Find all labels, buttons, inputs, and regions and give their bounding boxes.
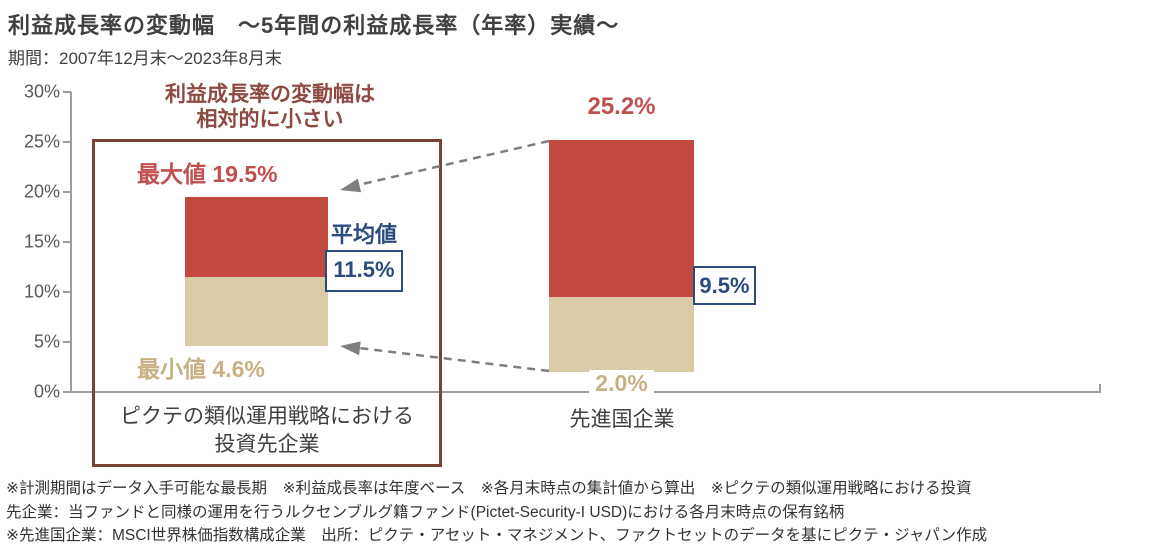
label-min-left: 最小値 4.6%	[137, 356, 265, 382]
y-axis-tick-mark	[63, 141, 71, 143]
annotation-line1: 利益成長率の変動幅は	[165, 83, 375, 106]
chart-period-subtitle: 期間：2007年12月末～2023年8月末	[8, 49, 283, 68]
y-axis-tick-mark	[63, 91, 71, 93]
label-max-left: 最大値 19.5%	[137, 161, 278, 187]
x-axis-line	[63, 391, 1101, 393]
average-value-box-left: 11.5%	[325, 250, 403, 292]
average-value-box-right: 9.5%	[693, 266, 756, 305]
y-axis-tick-mark	[63, 241, 71, 243]
highlight-box	[92, 139, 442, 467]
y-axis-tick-label: 20%	[23, 181, 60, 202]
bar-pictet-max-segment	[185, 197, 328, 277]
category-label-pictet: ピクテの類似運用戦略における 投資先企業	[92, 403, 442, 459]
y-axis-tick-label: 15%	[23, 231, 60, 252]
footnote-line2: 先企業：当ファンドと同様の運用を行うルクセンブルグ籍ファンド(Pictet-Se…	[6, 503, 845, 521]
category-label-pictet-line2: 投資先企業	[214, 433, 320, 456]
y-axis-tick-mark	[63, 341, 71, 343]
footnote-line1: ※計測期間はデータ入手可能な最長期 ※利益成長率は年度ベース ※各月末時点の集計…	[6, 480, 972, 497]
y-axis-line	[70, 92, 72, 393]
y-axis-tick-label: 25%	[23, 131, 60, 152]
y-axis-tick-mark	[63, 191, 71, 193]
category-label-developed: 先進国企業	[569, 408, 675, 431]
annotation-line2: 相対的に小さい	[196, 108, 344, 131]
footnotes: ※計測期間はデータ入手可能な最長期 ※利益成長率は年度ベース ※各月末時点の集計…	[6, 477, 1172, 548]
y-axis-tick-label: 5%	[33, 331, 60, 352]
bar-developed-min-segment	[549, 297, 694, 372]
bar-developed-max-segment	[549, 140, 694, 297]
y-axis-tick-label: 30%	[23, 81, 60, 102]
label-max-right: 25.2%	[587, 93, 656, 120]
y-axis-tick-mark	[63, 291, 71, 293]
category-label-pictet-line1: ピクテの類似運用戦略における	[120, 405, 414, 428]
label-min-right: 2.0%	[549, 370, 694, 397]
footnote-line3: ※先進国企業：MSCI世界株価指数構成企業 出所：ピクテ・アセット・マネジメント…	[6, 527, 988, 544]
y-axis-tick-label: 10%	[23, 281, 60, 302]
x-axis-end-tick	[1099, 384, 1101, 392]
y-axis-tick-label: 0%	[33, 381, 60, 402]
label-average-title: 平均値	[331, 222, 398, 247]
page-title: 利益成長率の変動幅 ～5年間の利益成長率（年率）実績～	[8, 13, 620, 38]
annotation-note: 利益成長率の変動幅は 相対的に小さい	[110, 82, 430, 132]
bar-pictet-min-segment	[185, 277, 328, 346]
